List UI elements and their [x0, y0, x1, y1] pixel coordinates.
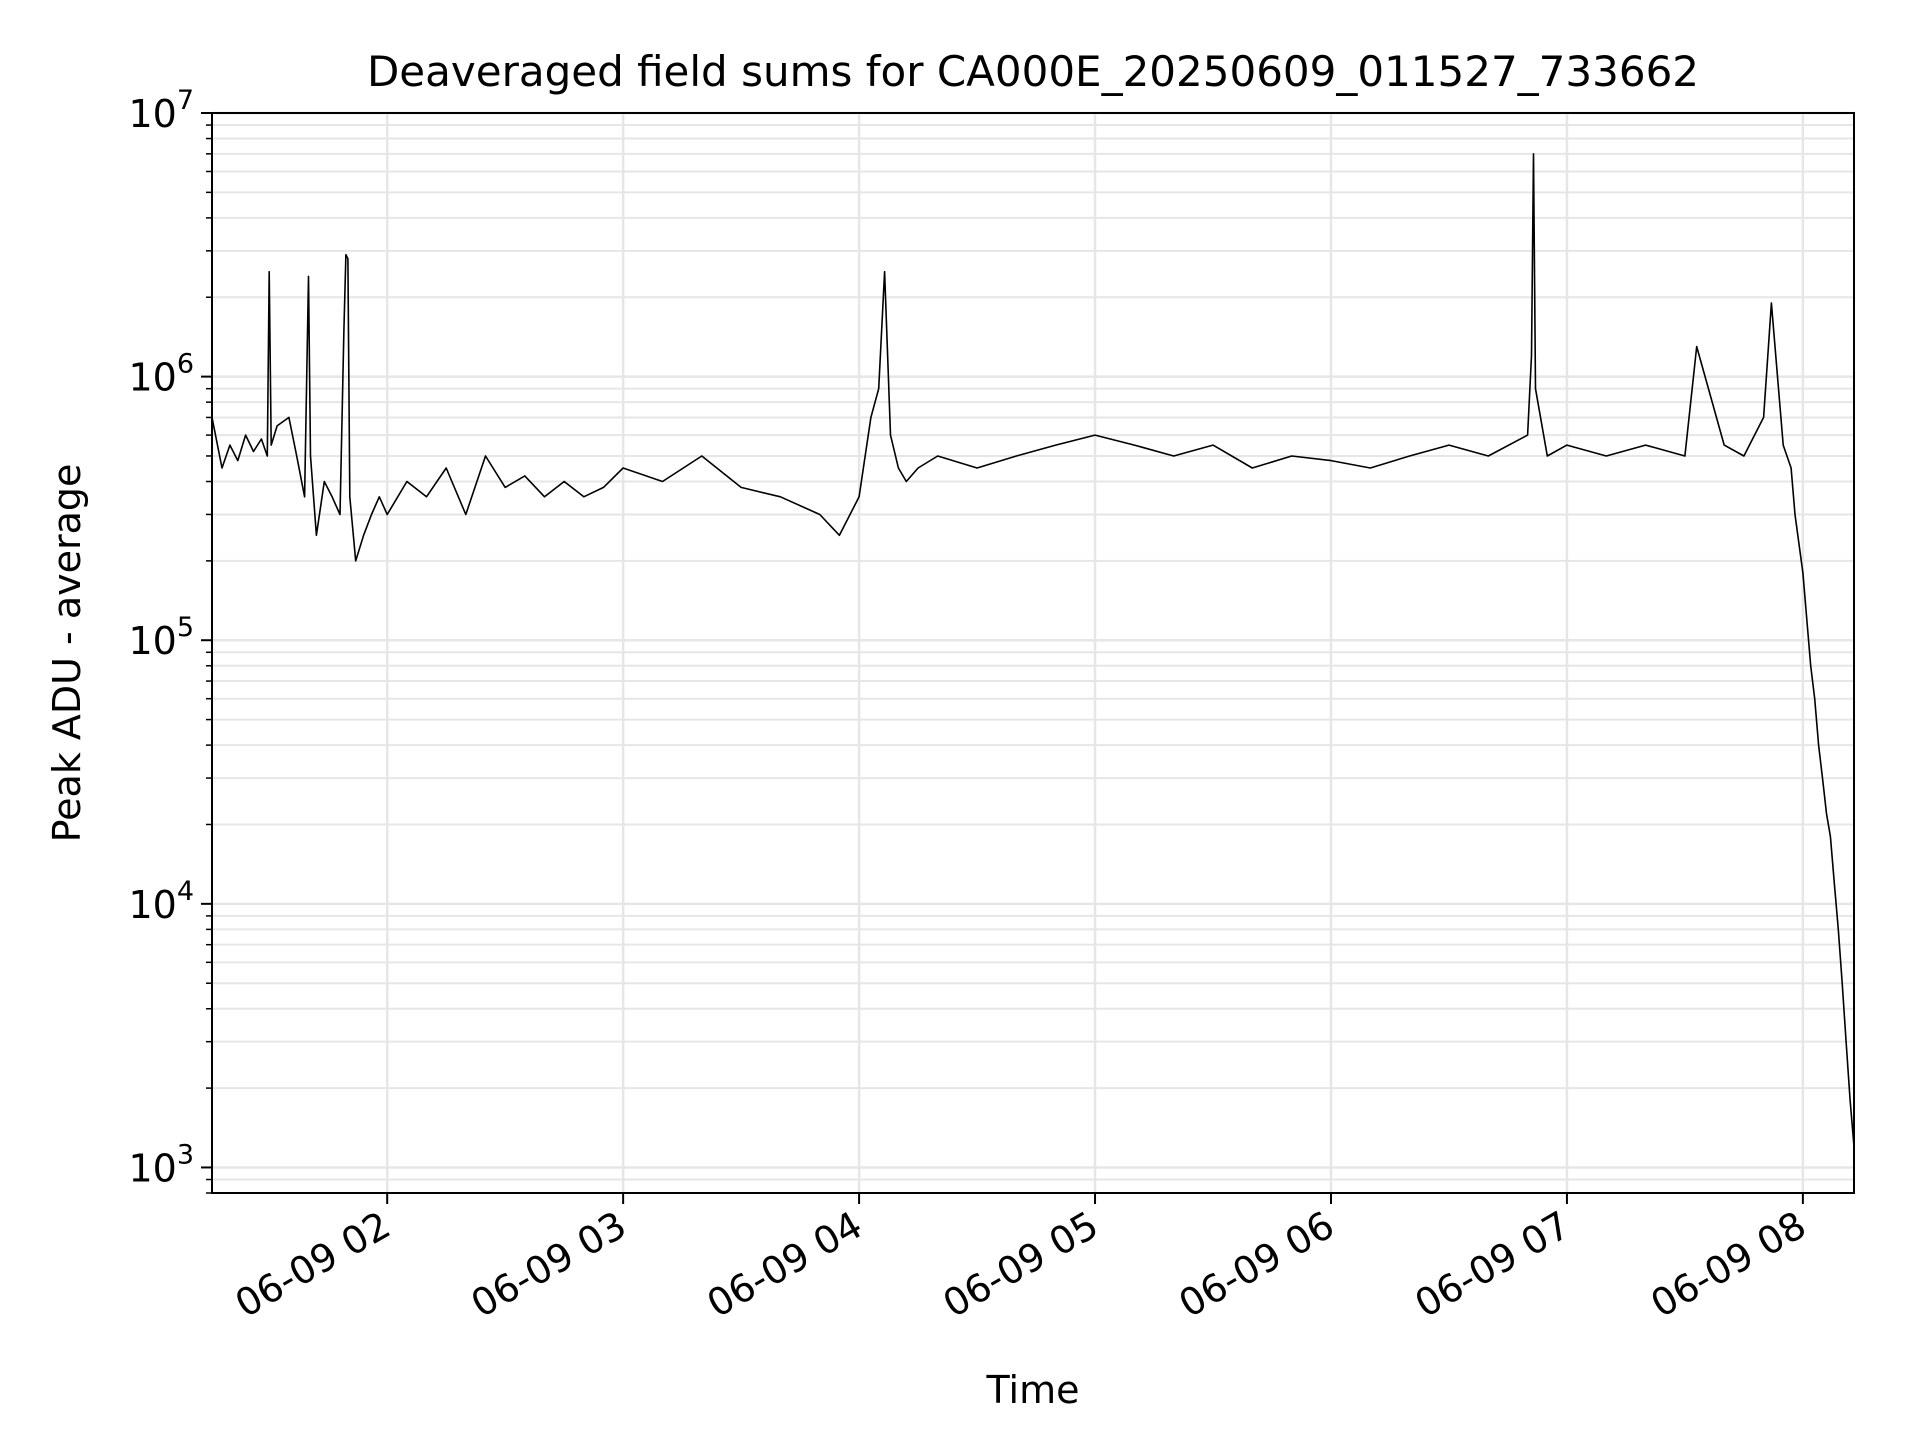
series-line [211, 153, 1855, 1147]
data-series [211, 153, 1855, 1147]
y-tick-label: 106 [128, 349, 194, 400]
grid [212, 111, 1854, 1194]
y-tick-label: 107 [128, 85, 194, 136]
x-axis-label: Time [986, 1368, 1080, 1412]
y-tick-label: 104 [128, 876, 194, 927]
y-tick-label: 103 [128, 1139, 194, 1190]
y-tick-label: 105 [128, 612, 194, 663]
y-axis-label: Peak ADU - average [45, 464, 89, 843]
chart-title: Deaveraged field sums for CA000E_2025060… [367, 47, 1699, 96]
